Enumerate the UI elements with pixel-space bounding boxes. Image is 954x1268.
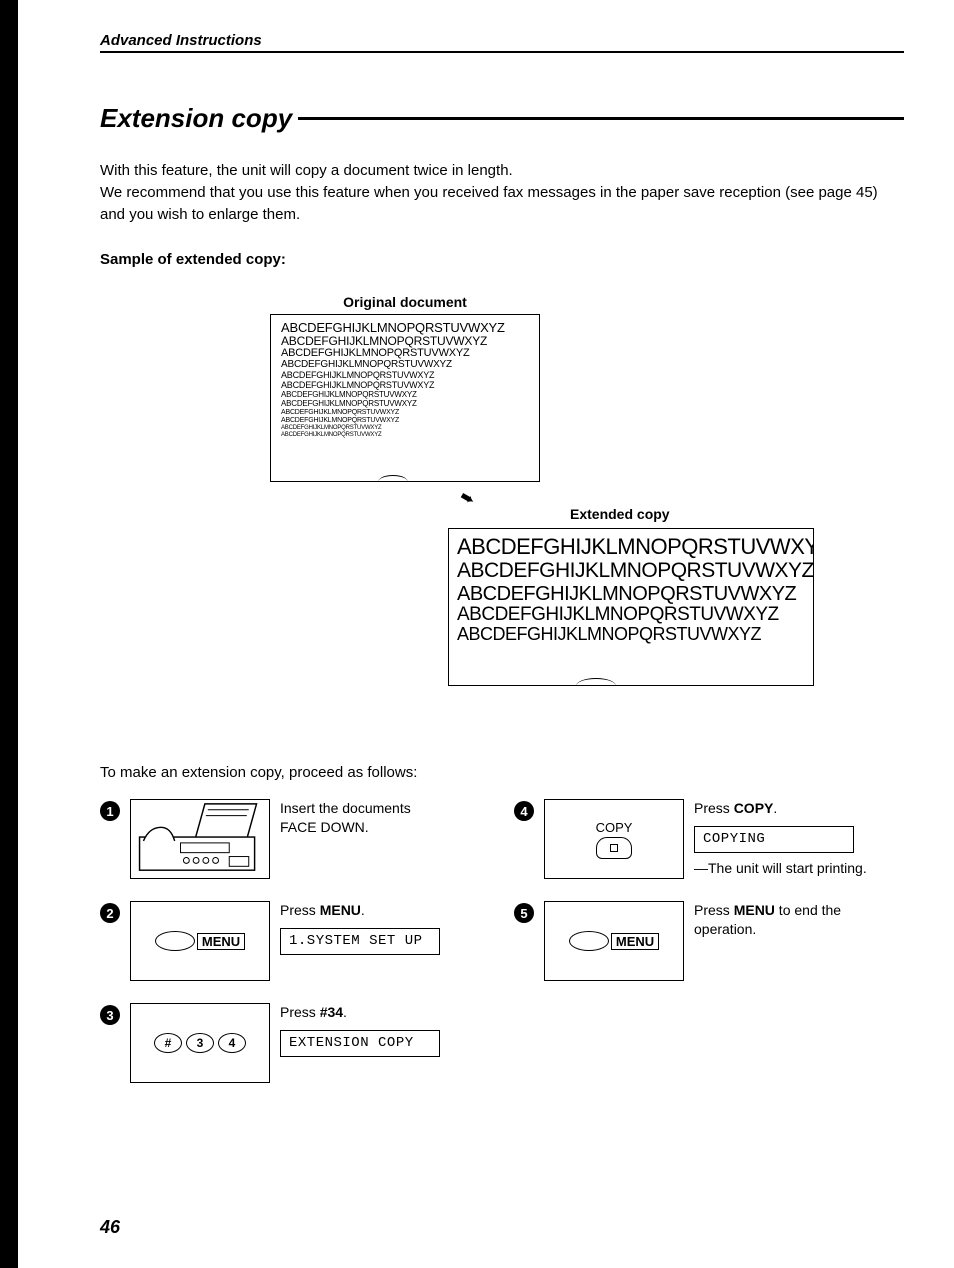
step-3: 3 # 3 4 Press #34. EXTENSION COPY [100, 1003, 490, 1083]
step-3-desc: Press #34. EXTENSION COPY [280, 1003, 490, 1083]
page: Advanced Instructions Extension copy Wit… [0, 0, 954, 1268]
menu-key-label: MENU [611, 933, 659, 950]
key-4: 4 [218, 1033, 246, 1053]
step-number-2: 2 [100, 903, 120, 923]
step-4-desc: Press COPY. COPYING —The unit will start… [694, 799, 904, 879]
menu-button-icon: MENU [130, 901, 270, 981]
step-number-4: 4 [514, 801, 534, 821]
copy-button-shape [596, 837, 632, 859]
step-number-5: 5 [514, 903, 534, 923]
step-4: 4 COPY Press COPY. COPYING —The unit wil… [514, 799, 904, 879]
fax-insert-icon [130, 799, 270, 879]
lcd-display: 1.SYSTEM SET UP [280, 928, 440, 955]
menu-button-icon: MENU [544, 901, 684, 981]
section-header: Advanced Instructions [100, 32, 904, 53]
step-5-desc: Press MENU to end the operation. [694, 901, 904, 981]
copy-button-icon: COPY [544, 799, 684, 879]
steps-col-left: 1 [100, 799, 490, 1105]
oval-button-icon [569, 931, 609, 951]
step-1-desc: Insert the documents FACE DOWN. [280, 799, 490, 879]
lcd-display: EXTENSION COPY [280, 1030, 440, 1057]
steps-col-right: 4 COPY Press COPY. COPYING —The unit wil… [514, 799, 904, 1105]
sample-heading: Sample of extended copy: [100, 251, 904, 268]
step-2-desc: Press MENU. 1.SYSTEM SET UP [280, 901, 490, 981]
extended-copy-box: ABCDEFGHIJKLMNOPQRSTUVWXYZ ABCDEFGHIJKLM… [448, 528, 814, 686]
original-doc-label: Original document [270, 294, 540, 310]
original-doc-box: ABCDEFGHIJKLMNOPQRSTUVWXYZ ABCDEFGHIJKLM… [270, 314, 540, 482]
title-rule [298, 117, 904, 120]
step-1: 1 [100, 799, 490, 879]
oval-button-icon [155, 931, 195, 951]
step-2: 2 MENU Press MENU. 1.SYSTEM SET UP [100, 901, 490, 981]
proceed-text: To make an extension copy, proceed as fo… [100, 764, 904, 781]
step-5: 5 MENU Press MENU to end the operation. [514, 901, 904, 981]
title-row: Extension copy [100, 103, 904, 134]
step-number-3: 3 [100, 1005, 120, 1025]
key-3: 3 [186, 1033, 214, 1053]
lcd-display: COPYING [694, 826, 854, 853]
arrow-down-icon: ➨ [456, 486, 480, 512]
extended-copy-label: Extended copy [570, 506, 670, 522]
menu-key-label: MENU [197, 933, 245, 950]
steps-container: 1 [100, 799, 904, 1105]
page-number: 46 [100, 1217, 120, 1238]
step-4-note: —The unit will start printing. [694, 859, 904, 878]
step-number-1: 1 [100, 801, 120, 821]
copy-key-label: COPY [596, 820, 633, 835]
hash-key: # [154, 1033, 182, 1053]
intro-text: With this feature, the unit will copy a … [100, 160, 904, 225]
sample-diagram: Original document ABCDEFGHIJKLMNOPQRSTUV… [100, 294, 904, 704]
keypad-icon: # 3 4 [130, 1003, 270, 1083]
page-title: Extension copy [100, 103, 292, 134]
